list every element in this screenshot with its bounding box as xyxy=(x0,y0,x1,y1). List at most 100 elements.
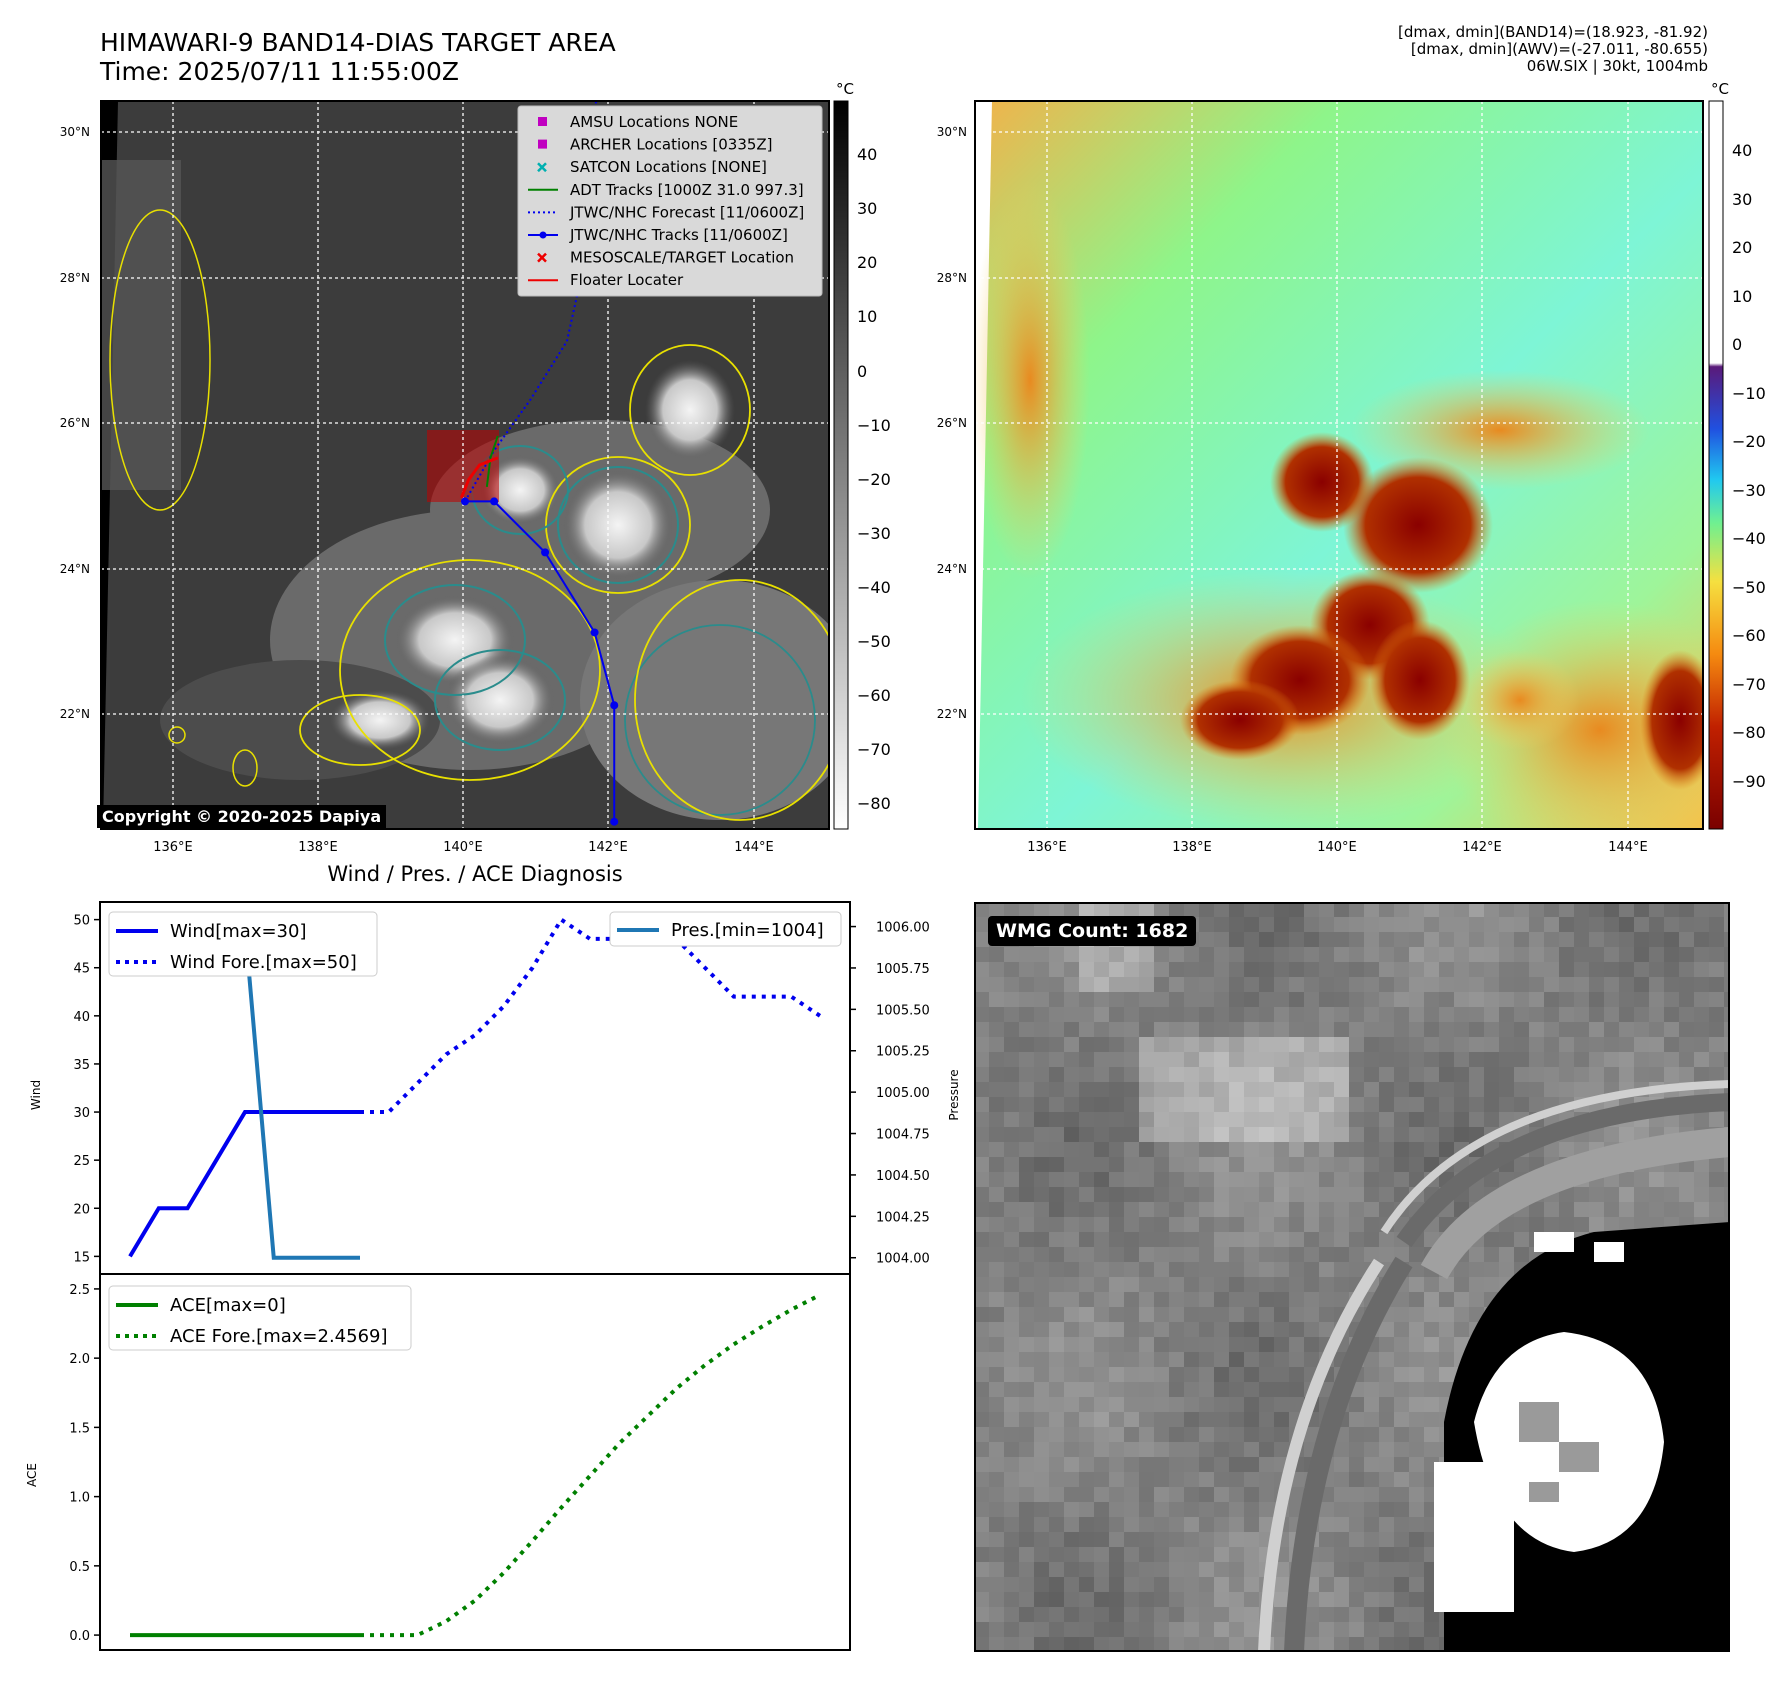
legend-pres-label: Pres.[min=1004] xyxy=(671,920,824,941)
map-right-lon-ticks: 136°E 138°E 140°E 142°E 144°E xyxy=(1027,840,1648,855)
pres-tick-label: 1005.75 xyxy=(876,962,930,977)
cbar-tick: −80 xyxy=(1732,723,1766,742)
cbar-tick: 30 xyxy=(1732,190,1752,209)
wind-tick-label: 50 xyxy=(73,914,90,929)
lon-tick: 136°E xyxy=(1027,840,1067,855)
wind-tick-label: 45 xyxy=(73,962,90,977)
map-left-lat-ticks: 30°N 28°N 26°N 24°N 22°N xyxy=(60,125,90,721)
cbar-tick: −30 xyxy=(1732,481,1766,500)
cbar-tick: −50 xyxy=(857,632,891,651)
pres-tick-label: 1004.50 xyxy=(876,1169,930,1184)
lat-tick: 26°N xyxy=(937,416,967,430)
cbar-tick: 40 xyxy=(857,145,877,164)
cbar-tick: −80 xyxy=(857,794,891,813)
legend-marker-x xyxy=(537,252,547,263)
legend-marker-square xyxy=(538,117,547,126)
lat-tick: 22°N xyxy=(60,707,90,721)
wmg-count-badge: WMG Count: 1682 xyxy=(988,916,1197,946)
title-line-1: HIMAWARI-9 BAND14-DIAS TARGET AREA xyxy=(100,28,616,57)
ace-tick-label: 1.5 xyxy=(69,1421,90,1436)
legend-wind-fore-label: Wind Fore.[max=50] xyxy=(170,952,357,973)
cbar-tick: 20 xyxy=(1732,238,1752,257)
lon-tick: 138°E xyxy=(1172,840,1212,855)
cbar-tick: 10 xyxy=(857,307,877,326)
cbar-tick: 0 xyxy=(1732,335,1742,354)
pressure-y-ticks: 1006.00 1005.75 1005.50 1005.25 1005.00 1004.… xyxy=(850,921,930,1267)
ace-forecast-line xyxy=(360,1293,821,1638)
best-track-point xyxy=(610,817,619,826)
legend-item-label: ARCHER Locations [0335Z] xyxy=(570,136,773,154)
wind-tick-label: 35 xyxy=(73,1058,90,1073)
lat-tick: 24°N xyxy=(60,562,90,576)
legend-wind-label: Wind[max=30] xyxy=(170,921,307,942)
best-track-point xyxy=(610,701,619,710)
lon-tick: 140°E xyxy=(443,840,483,855)
map-left-frame xyxy=(100,100,830,830)
map-right-frame xyxy=(974,100,1704,830)
lat-tick: 24°N xyxy=(937,562,967,576)
legend-item-label: SATCON Locations [NONE] xyxy=(570,158,767,176)
pres-tick-label: 1004.00 xyxy=(876,1252,930,1267)
lat-tick: 30°N xyxy=(937,125,967,139)
lat-tick: 30°N xyxy=(60,125,90,139)
pres-tick-label: 1004.25 xyxy=(876,1210,930,1225)
cbar-tick: −50 xyxy=(1732,578,1766,597)
cbar-tick: −20 xyxy=(1732,432,1766,451)
map-right-lat-ticks: 30°N 28°N 26°N 24°N 22°N xyxy=(937,125,967,721)
copyright-label: Copyright © 2020-2025 Dapiya xyxy=(97,805,387,828)
colorbar-right-ticks: 40 30 20 10 0 −10 −20 −30 −40 −50 −60 −7… xyxy=(1732,141,1766,791)
cbar-tick: −40 xyxy=(857,578,891,597)
map-right-panel: 136°E 138°E 140°E 142°E 144°E 30°N 28°N … xyxy=(937,80,1766,855)
legend-item-label: JTWC/NHC Tracks [11/0600Z] xyxy=(569,226,788,244)
stats-line-2: [dmax, dmin](AWV)=(-27.011, -80.655) xyxy=(1410,40,1708,58)
cbar-tick: 20 xyxy=(857,253,877,272)
pres-tick-label: 1006.00 xyxy=(876,921,930,936)
best-track-point xyxy=(590,628,599,637)
pres-tick-label: 1005.25 xyxy=(876,1045,930,1060)
legend-marker-square xyxy=(538,139,547,149)
legend-item-label: MESOSCALE/TARGET Location xyxy=(570,249,794,267)
lon-tick: 136°E xyxy=(153,840,193,855)
map-left-panel: 136°E 138°E 140°E 142°E 144°E 30°N 28°N … xyxy=(60,80,891,855)
wind-legend: Wind[max=30] Wind Fore.[max=50] xyxy=(108,911,378,977)
ace-axes-frame xyxy=(99,1273,851,1651)
wind-y-label: Wind xyxy=(29,1080,43,1110)
legend-ace-fore-label: ACE Fore.[max=2.4569] xyxy=(170,1326,388,1347)
lon-tick: 144°E xyxy=(1608,840,1648,855)
ace-tick-label: 2.5 xyxy=(69,1283,90,1298)
colorbar-left-ticks: 40 30 20 10 0 −10 −20 −30 −40 −50 −60 −7… xyxy=(857,145,891,813)
wind-y-ticks: 50 45 40 35 30 25 20 15 xyxy=(73,914,100,1265)
ace-y-ticks: 2.5 2.0 1.5 1.0 0.5 0.0 xyxy=(69,1283,100,1644)
wind-forecast-line xyxy=(360,916,822,1115)
colorbar-left xyxy=(833,100,849,830)
wind-tick-label: 30 xyxy=(73,1106,90,1121)
wmg-frame xyxy=(974,902,1730,1652)
best-track-point xyxy=(461,497,469,506)
cbar-tick: 40 xyxy=(1732,141,1752,160)
cbar-tick: −60 xyxy=(857,686,891,705)
stats-block: [dmax, dmin](BAND14)=(18.923, -81.92) [d… xyxy=(1108,24,1708,75)
best-track-line xyxy=(465,500,616,822)
cbar-tick: −70 xyxy=(1732,675,1766,694)
cbar-tick: −30 xyxy=(857,524,891,543)
wmg-panel xyxy=(974,902,1730,1652)
ace-tick-label: 2.0 xyxy=(69,1352,90,1367)
wind-series-line xyxy=(128,1110,360,1258)
stats-line-3: 06W.SIX | 30kt, 1004mb xyxy=(1526,57,1708,75)
legend-marker-dot xyxy=(539,231,547,239)
legend-item-label: Floater Locater xyxy=(570,271,684,289)
map-left-legend: AMSU Locations NONE ARCHER Locations [033… xyxy=(517,105,823,297)
title-line-2: Time: 2025/07/11 11:55:00Z xyxy=(100,57,459,86)
cbar-tick: 10 xyxy=(1732,287,1752,306)
wind-tick-label: 15 xyxy=(73,1250,90,1265)
colorbar-right-unit: °C xyxy=(1711,80,1729,98)
adt-track-line xyxy=(485,435,499,487)
ace-y-label: ACE xyxy=(25,1463,39,1487)
lon-tick: 142°E xyxy=(1462,840,1502,855)
ace-tick-label: 1.0 xyxy=(69,1491,90,1506)
cbar-tick: −60 xyxy=(1732,626,1766,645)
map-left-lon-ticks: 136°E 138°E 140°E 142°E 144°E xyxy=(153,840,774,855)
diag-title: Wind / Pres. / ACE Diagnosis xyxy=(327,862,623,886)
wind-tick-label: 20 xyxy=(73,1202,90,1217)
lon-tick: 142°E xyxy=(588,840,628,855)
